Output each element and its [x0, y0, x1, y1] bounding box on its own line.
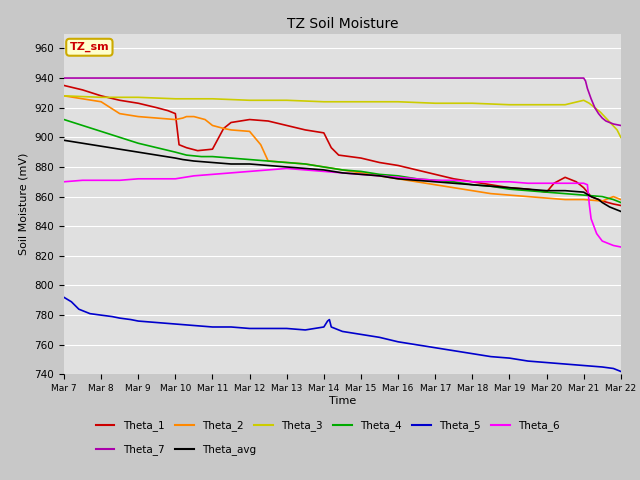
Y-axis label: Soil Moisture (mV): Soil Moisture (mV) [19, 153, 29, 255]
Legend: Theta_7, Theta_avg: Theta_7, Theta_avg [92, 440, 260, 459]
X-axis label: Time: Time [329, 396, 356, 406]
Text: TZ_sm: TZ_sm [70, 42, 109, 52]
Title: TZ Soil Moisture: TZ Soil Moisture [287, 17, 398, 31]
